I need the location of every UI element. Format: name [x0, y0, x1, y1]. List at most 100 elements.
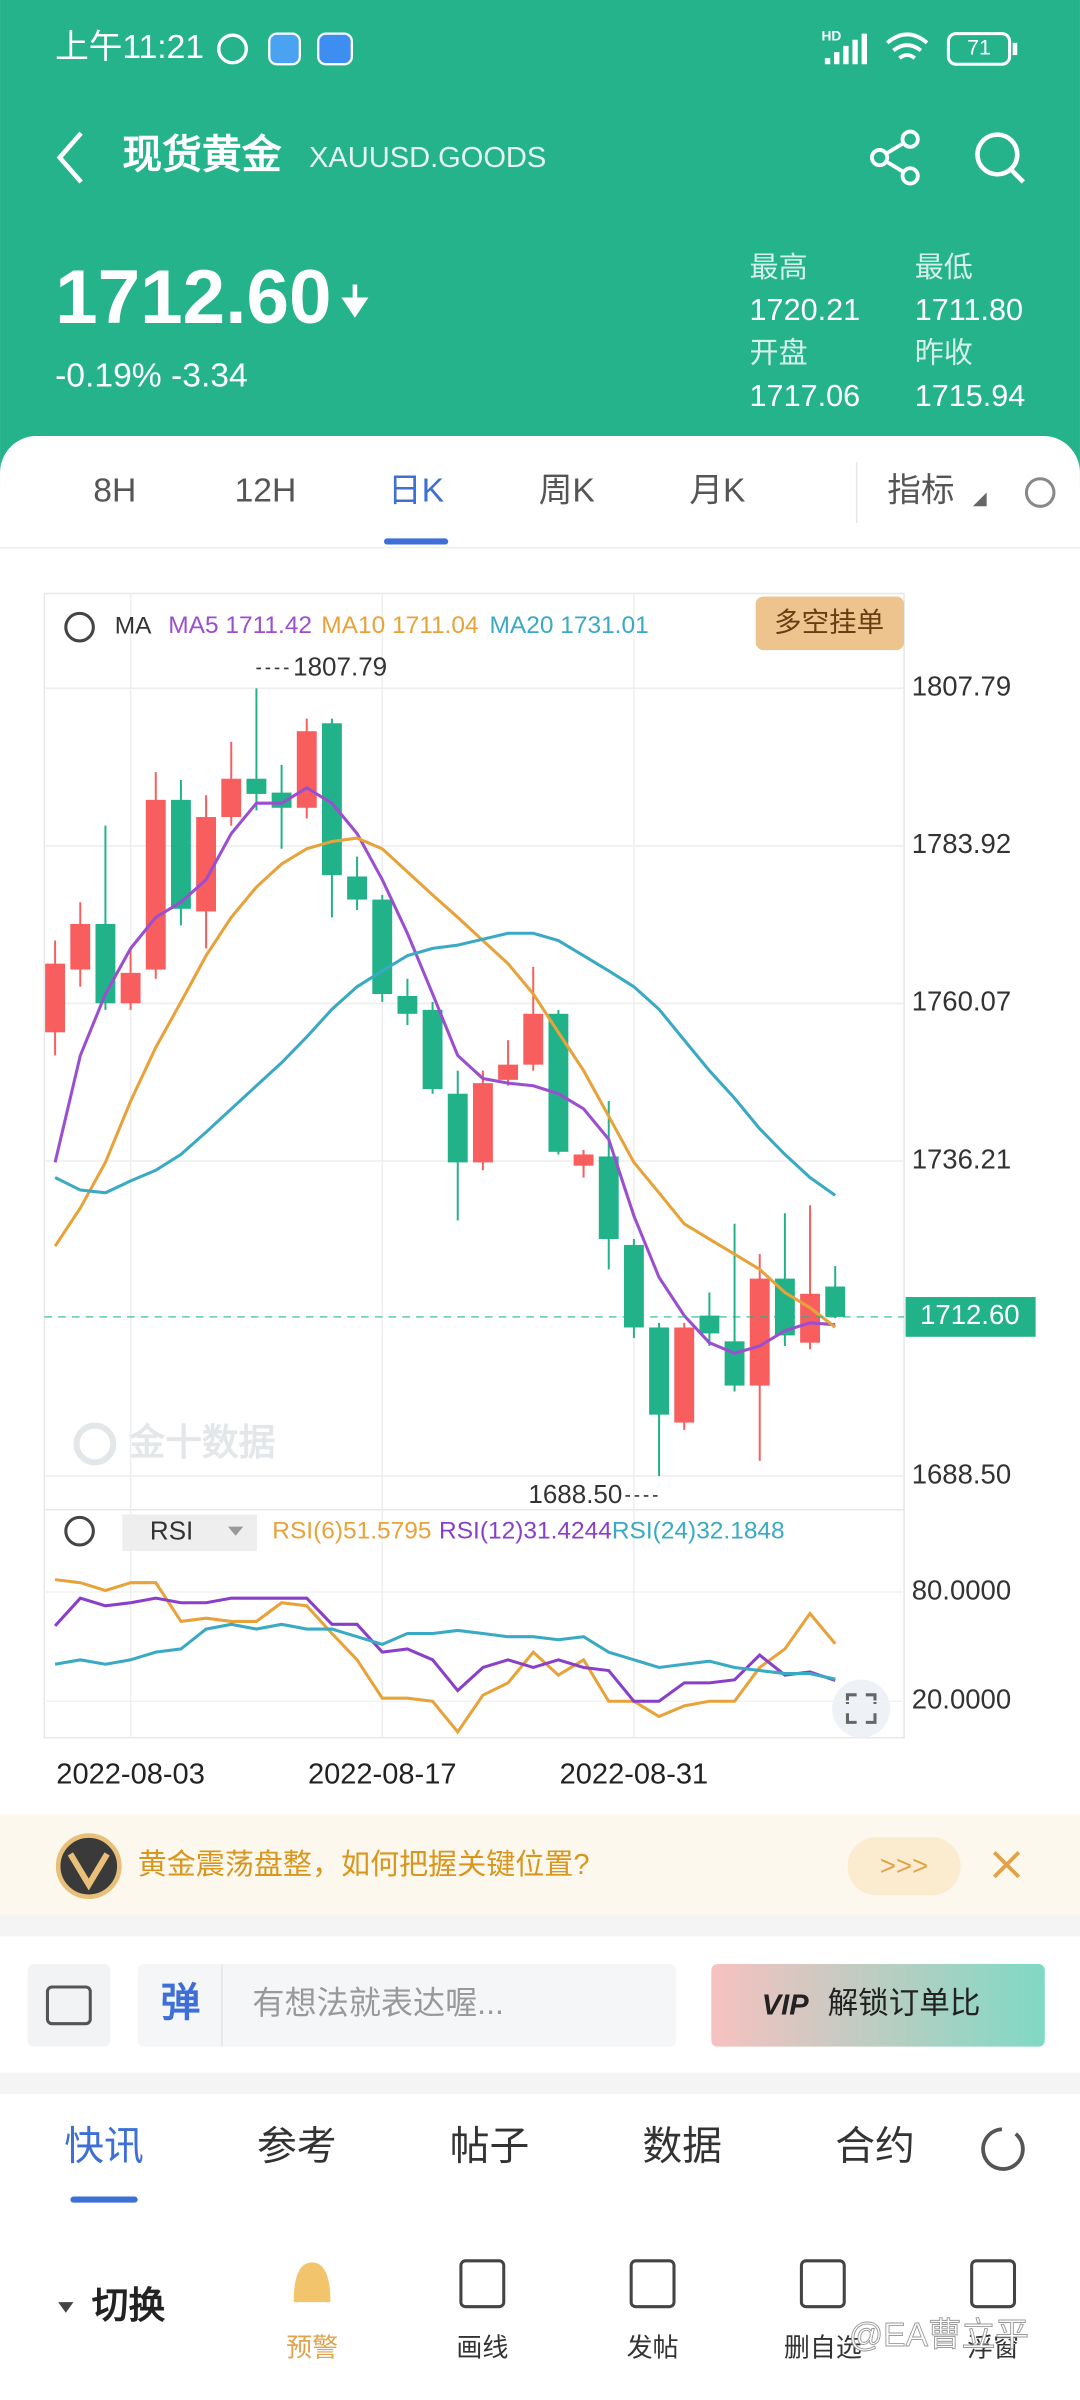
legend-entry: RSI(12)31.4244	[439, 1518, 612, 1545]
banner-button-bg[interactable]	[847, 1837, 961, 1896]
indicator-caret	[972, 492, 987, 507]
order-button[interactable]: 多空挂单	[774, 606, 884, 637]
candle-body	[347, 876, 368, 900]
tool-label[interactable]: 画线	[456, 2332, 508, 2362]
banner-text[interactable]: 黄金震荡盘整，如何把握关键位置?	[138, 1848, 590, 1881]
news-tab[interactable]: 参考	[257, 2125, 337, 2169]
legend-value: 1731.01	[560, 613, 648, 640]
period-tab[interactable]: 8H	[93, 472, 136, 509]
quote-stats: 最高 1720.21 最低 1711.80 开盘 1717.06 昨收 1715.94	[750, 251, 1026, 413]
rsi-line	[54, 1578, 837, 1735]
ma-line	[54, 931, 837, 1197]
rsi-line	[53, 1596, 836, 1703]
search-button[interactable]	[975, 132, 1025, 184]
order-button-bg[interactable]	[755, 596, 905, 651]
watermark-author: @EA曹立平	[849, 2316, 1029, 2354]
stat-value: 1711.80	[915, 293, 1023, 327]
news-tab[interactable]: 快讯	[64, 2125, 144, 2169]
legend-entry: RSI(24)32.1848	[612, 1518, 785, 1545]
watermark: 金十数据	[128, 1422, 276, 1463]
chart-marks: 1807.79 1783.92 1760.07 1736.21 1688.50 80.00…	[44, 593, 1036, 1791]
last-price-badge	[905, 1297, 1036, 1337]
news-tab[interactable]: 数据	[642, 2125, 722, 2169]
period-tab[interactable]: 12H	[235, 472, 297, 509]
news-tab[interactable]: 帖子	[450, 2125, 530, 2169]
tool-label[interactable]: 浮窗	[967, 2332, 1019, 2362]
tool-label[interactable]: 发帖	[627, 2332, 679, 2362]
candle-body	[170, 799, 191, 909]
quote-change: -0.19% -3.34	[55, 358, 248, 395]
period-tab[interactable]: 月K	[689, 472, 746, 509]
candle-body	[699, 1315, 720, 1334]
tab-underline	[70, 2196, 138, 2203]
period-tab[interactable]: 日K	[388, 472, 445, 509]
legend-name: MA10	[321, 613, 385, 640]
stat-label: 昨收	[915, 337, 973, 370]
rsi-caret	[227, 1526, 244, 1536]
unlock-button-bg[interactable]	[711, 1964, 1045, 2047]
settings-icon[interactable]	[1024, 477, 1056, 508]
danmu-icon[interactable]: 弹	[161, 1981, 201, 2025]
rsi-settings[interactable]	[64, 1515, 95, 1547]
candle-body	[825, 1286, 846, 1317]
banner-close[interactable]	[992, 1851, 1021, 1879]
legend-name: MA5	[168, 613, 218, 640]
legend-value: 31.4244	[523, 1518, 611, 1545]
wifi-icon	[885, 32, 929, 60]
share-dot	[900, 166, 920, 186]
back-button[interactable]	[56, 131, 83, 184]
candle-body	[749, 1278, 770, 1386]
candle-body	[422, 1009, 443, 1090]
input-placeholder: 有想法就表达喔...	[252, 1985, 504, 2021]
candle-body	[70, 924, 91, 970]
candle-body	[800, 1293, 820, 1343]
period-tab[interactable]: 周K	[539, 472, 596, 509]
candle-body	[196, 817, 217, 912]
legend-entry: MA5 1711.42	[168, 613, 312, 640]
candle-body	[623, 1244, 644, 1328]
y-tick-label: 1783.92	[912, 828, 1011, 859]
x-tick-label: 2022-08-03	[56, 1759, 205, 1791]
ma-settings[interactable]	[64, 611, 95, 643]
legend-name: RSI(6)	[272, 1518, 343, 1545]
stat-label: 最低	[915, 251, 973, 284]
composer-icon	[45, 1985, 92, 2026]
candle-body	[573, 1154, 594, 1166]
signal-icon	[824, 33, 867, 65]
candle-body	[472, 1083, 493, 1163]
quote-price: 1712.60	[55, 255, 331, 340]
candle-body	[45, 963, 66, 1033]
refresh-button[interactable]	[981, 2127, 1025, 2171]
rsi-line	[54, 1622, 836, 1681]
vip-badge: VIP	[762, 1990, 809, 2022]
expand-bg[interactable]	[832, 1679, 891, 1738]
candle-body	[649, 1327, 670, 1415]
toolbar: 预警 画线 发帖 删自选 浮窗	[286, 2259, 1019, 2362]
candle-body	[598, 1156, 619, 1239]
search-handle	[1009, 168, 1025, 184]
network-label: HD	[821, 28, 841, 43]
tool-icon	[459, 2259, 506, 2309]
share-button[interactable]	[870, 129, 920, 186]
indicator-button[interactable]: 指标	[887, 471, 954, 509]
composer-icon-bg[interactable]	[27, 1964, 111, 2047]
tool-label[interactable]: 预警	[286, 2332, 338, 2362]
news-tab[interactable]: 合约	[835, 2125, 915, 2169]
switch-button[interactable]: 切换	[92, 2285, 166, 2326]
candle-body	[397, 995, 418, 1014]
low-annotation: 1688.50	[528, 1479, 622, 1509]
legend-entry: RSI(6)51.5795	[272, 1518, 431, 1545]
status-time: 上午11:21	[55, 28, 204, 66]
stat-label: 开盘	[750, 337, 808, 370]
unlock-button[interactable]: 解锁订单比	[828, 1986, 981, 2020]
x-tick-label: 2022-08-17	[308, 1759, 457, 1791]
input-box[interactable]	[137, 1964, 677, 2047]
tool-icon	[970, 2259, 1017, 2309]
y-tick-label: 1688.50	[912, 1458, 1011, 1489]
last-price-label: 1712.60	[920, 1299, 1019, 1330]
legend-value: 32.1848	[696, 1518, 784, 1545]
tool-icon	[799, 2259, 846, 2309]
banner-button[interactable]: >>>	[880, 1850, 928, 1881]
tool-label[interactable]: 删自选	[784, 2332, 862, 2362]
period-tabs: 8H 12H 日K 周K 月K	[93, 472, 746, 545]
